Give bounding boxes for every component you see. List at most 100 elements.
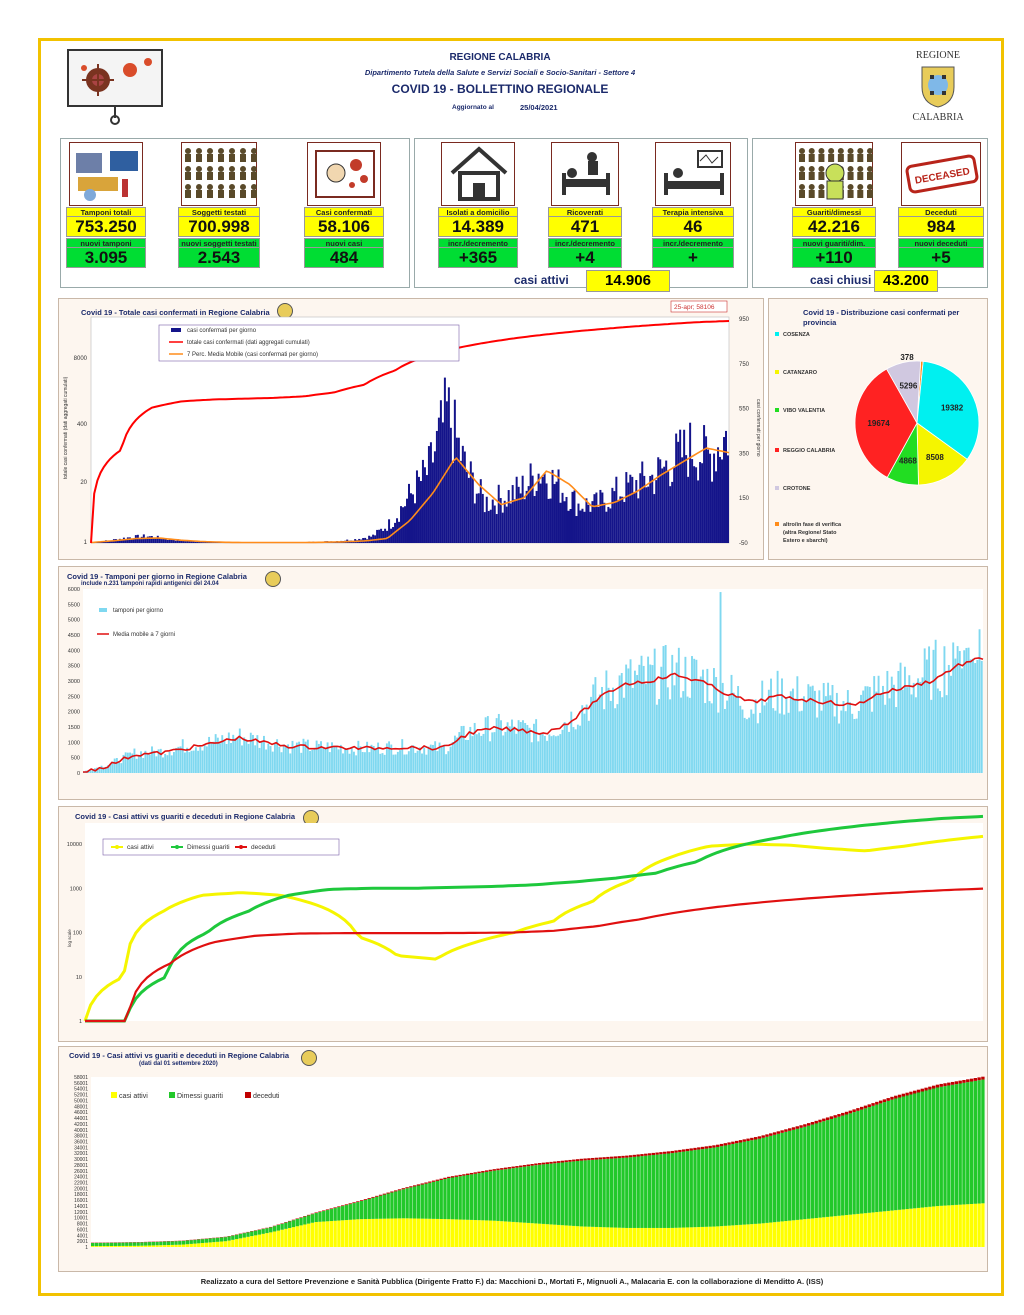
chart1-bar: [699, 462, 702, 543]
chart5-bar: [636, 1227, 640, 1247]
chart5-bar: [458, 1174, 462, 1177]
chart5-bar: [697, 1147, 701, 1150]
chart5-bar: [386, 1193, 390, 1219]
chart5-bar: [799, 1127, 803, 1220]
chart1-bar: [581, 508, 584, 543]
chart3-bar: [640, 655, 643, 773]
chart5-bar: [901, 1209, 906, 1247]
chart5-bar: [716, 1146, 720, 1227]
chart5-bar: [553, 1224, 557, 1247]
chart5-bar: [772, 1222, 777, 1247]
chart5-bar: [939, 1083, 943, 1087]
chart3-bar: [221, 735, 224, 773]
chart4-plot: 10000 1000 100 10 1 log scale casi attivi Dimes…: [67, 814, 984, 1025]
chart5-bar: [606, 1156, 610, 1159]
chart1-bar: [585, 498, 588, 543]
chart5-bar: [450, 1219, 455, 1247]
chart1-bar: [487, 511, 490, 543]
chart3-bar: [100, 765, 103, 773]
chart5-bar: [382, 1194, 387, 1219]
chart5-bar: [390, 1218, 394, 1247]
indicator-label: Deceduti: [898, 207, 984, 217]
chart3-bar: [484, 717, 487, 773]
chart5-bar: [257, 1234, 262, 1247]
chart1-bar: [102, 541, 105, 543]
chart5-bar: [113, 1242, 118, 1246]
chart3-bar: [153, 750, 156, 773]
chart5-bar: [291, 1220, 296, 1228]
chart3-bar: [107, 765, 110, 773]
chart5-bar: [284, 1228, 288, 1247]
chart5-bar: [560, 1160, 565, 1163]
chart5-bar: [428, 1182, 432, 1219]
chart3-bar: [658, 699, 661, 773]
chart1-bar: [679, 429, 682, 543]
chart3-bar: [328, 752, 331, 773]
chart5-bar: [435, 1180, 440, 1219]
chart5-bar: [609, 1156, 614, 1159]
chart1-right-tick: 150: [739, 496, 750, 502]
chart5-bar: [583, 1226, 587, 1247]
chart3-bar: [144, 750, 147, 773]
chart5-bar: [541, 1223, 546, 1247]
chart5-bar: [761, 1137, 765, 1224]
chart5-bar: [303, 1216, 307, 1217]
chart5-bar: [519, 1167, 523, 1223]
chart5-bar: [731, 1225, 735, 1247]
chart1-bar: [164, 539, 167, 543]
chart1-bar: [194, 541, 197, 543]
chart5-bar: [159, 1245, 163, 1247]
chart5-bar: [644, 1227, 648, 1247]
chart3-bar: [728, 696, 731, 773]
chart5-bar: [443, 1177, 447, 1180]
chart5-bar: [431, 1218, 436, 1247]
chart5-bar: [829, 1118, 834, 1217]
chart5-bar: [875, 1104, 879, 1213]
chart5-y-tick: 16001: [74, 1198, 88, 1204]
chart3-bar: [118, 762, 121, 773]
chart5-bar: [719, 1146, 724, 1227]
chart5-bar: [685, 1151, 690, 1228]
chart5-bar: [473, 1173, 477, 1221]
chart3-bar: [956, 646, 959, 773]
chart5-bar: [333, 1208, 337, 1221]
chart5-bar: [920, 1091, 924, 1208]
chart1-title: Covid 19 - Totale casi confermati in Reg…: [81, 308, 270, 317]
chart3-bar: [934, 639, 937, 773]
chart3-bar: [495, 718, 498, 773]
chart1-bar: [415, 470, 418, 543]
logo-top-text: REGIONE: [916, 50, 960, 61]
chart5-bar: [693, 1147, 697, 1151]
chart5-bar: [825, 1216, 830, 1247]
chart5-bar: [780, 1132, 784, 1222]
chart3-bar: [627, 668, 630, 773]
chart1-bar: [563, 501, 566, 543]
virus-presentation-icon: [64, 48, 166, 126]
chart5-y-tick: 18001: [74, 1192, 88, 1198]
chart5-y-tick: 6001: [77, 1227, 88, 1233]
chart3-bar: [181, 739, 184, 773]
chart3-bar: [254, 745, 257, 773]
chart5-bar: [454, 1219, 459, 1247]
chart3-bar: [767, 689, 770, 773]
chart5-bar: [435, 1218, 440, 1247]
chart4-legend-item: casi attivi: [127, 844, 154, 851]
chart1-bar: [184, 541, 187, 543]
chart5-bar: [363, 1199, 368, 1220]
chart5-bar: [394, 1190, 398, 1192]
chart4-series-line: [85, 887, 984, 1023]
chart1-bar: [703, 425, 706, 543]
chart3-bar: [778, 713, 781, 773]
chart3-bar: [666, 687, 669, 773]
chart3-bar: [339, 744, 342, 773]
chart5-bar: [950, 1081, 955, 1085]
chart5-bar: [382, 1193, 387, 1195]
chart5-y-tick: 34001: [74, 1145, 88, 1151]
chart5-bar: [212, 1242, 216, 1247]
chart5-bar: [825, 1117, 830, 1121]
chart5-bar: [352, 1203, 356, 1220]
chart3-bar: [787, 712, 790, 773]
chart3-bar: [857, 710, 860, 773]
chart3-bar: [936, 688, 939, 773]
chart3-bar: [225, 743, 228, 773]
